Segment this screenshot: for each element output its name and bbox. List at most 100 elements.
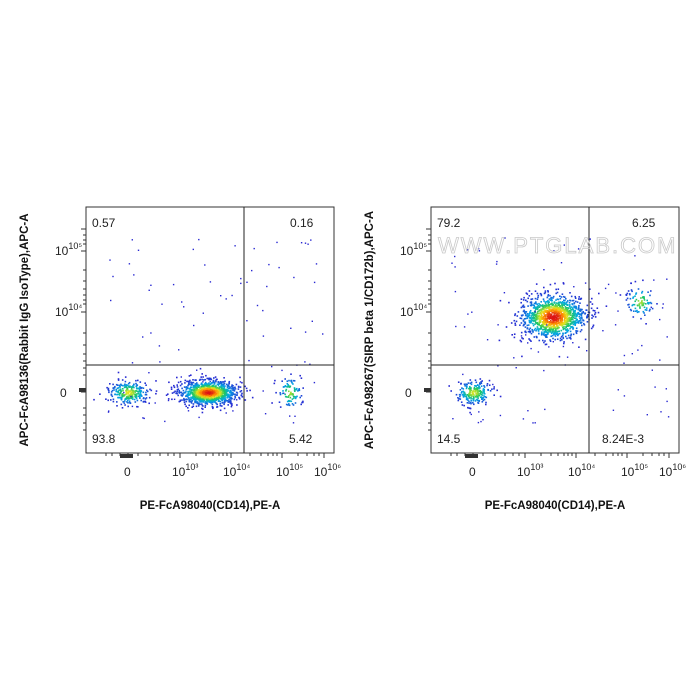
event-dot bbox=[637, 349, 639, 351]
event-dot bbox=[554, 282, 556, 285]
event-dot bbox=[569, 304, 571, 306]
event-dot bbox=[285, 396, 288, 398]
event-dot bbox=[271, 402, 273, 404]
event-dot bbox=[638, 304, 641, 306]
event-dot bbox=[223, 390, 225, 392]
event-dot bbox=[581, 308, 583, 311]
event-dot bbox=[545, 320, 548, 322]
event-dot bbox=[529, 339, 531, 341]
event-dot bbox=[215, 386, 218, 389]
event-dot bbox=[549, 308, 552, 311]
event-dot bbox=[572, 323, 575, 326]
event-dot bbox=[138, 388, 141, 391]
event-dot bbox=[586, 350, 588, 352]
event-dot bbox=[573, 302, 576, 304]
event-dot bbox=[213, 388, 215, 390]
event-dot bbox=[200, 385, 202, 388]
event-dot bbox=[144, 393, 147, 396]
event-dot bbox=[568, 316, 571, 319]
event-dot bbox=[198, 394, 201, 397]
event-dot bbox=[534, 422, 536, 424]
event-dot bbox=[627, 304, 629, 306]
event-dot bbox=[643, 296, 645, 298]
event-dot bbox=[623, 362, 625, 364]
event-dot bbox=[560, 262, 563, 264]
event-dot bbox=[543, 322, 546, 325]
event-dot bbox=[630, 282, 632, 284]
event-dot bbox=[467, 406, 469, 409]
event-dot bbox=[544, 334, 546, 337]
event-dot bbox=[191, 400, 193, 402]
event-dot bbox=[648, 302, 650, 304]
event-dot bbox=[557, 304, 559, 306]
event-dot bbox=[662, 303, 664, 305]
event-dot bbox=[565, 312, 568, 315]
event-dot bbox=[574, 297, 577, 299]
event-dot bbox=[559, 295, 561, 297]
event-dot bbox=[198, 384, 201, 387]
event-dot bbox=[213, 391, 216, 394]
event-dot bbox=[240, 394, 243, 396]
event-dot bbox=[538, 306, 541, 308]
event-dot bbox=[201, 389, 203, 391]
event-dot bbox=[142, 391, 145, 394]
event-dot bbox=[550, 330, 552, 333]
event-dot bbox=[134, 391, 136, 394]
event-dot bbox=[559, 305, 561, 307]
event-dot bbox=[572, 299, 575, 302]
event-dot bbox=[178, 392, 181, 394]
event-dot bbox=[541, 307, 544, 310]
event-dot bbox=[645, 323, 647, 325]
event-dot bbox=[541, 304, 544, 306]
event-dot bbox=[462, 388, 465, 390]
event-dot bbox=[479, 378, 482, 380]
event-dot bbox=[220, 388, 223, 391]
event-dot bbox=[554, 332, 556, 334]
event-dot bbox=[477, 391, 479, 393]
event-dot bbox=[107, 399, 109, 402]
event-dot bbox=[138, 391, 140, 393]
event-dot bbox=[577, 308, 579, 311]
event-dot bbox=[283, 392, 285, 394]
event-dot bbox=[198, 402, 200, 405]
event-dot bbox=[212, 393, 215, 395]
event-dot bbox=[571, 326, 574, 329]
event-dot bbox=[540, 334, 543, 336]
event-dot bbox=[539, 316, 541, 318]
event-dot bbox=[523, 323, 525, 326]
event-dot bbox=[565, 314, 568, 316]
event-dot bbox=[548, 317, 550, 320]
event-dot bbox=[239, 376, 241, 379]
event-dot bbox=[643, 312, 645, 314]
event-dot bbox=[614, 324, 617, 326]
event-dot bbox=[125, 391, 128, 393]
event-dot bbox=[475, 381, 478, 384]
event-dot bbox=[212, 385, 214, 387]
event-dot bbox=[126, 401, 128, 403]
event-dot bbox=[474, 391, 477, 393]
event-dot bbox=[523, 306, 526, 308]
event-dot bbox=[545, 331, 547, 333]
event-dot bbox=[220, 393, 223, 395]
event-dot bbox=[207, 377, 210, 380]
event-dot bbox=[204, 381, 207, 384]
event-dot bbox=[635, 292, 638, 294]
event-dot bbox=[214, 376, 217, 378]
event-dot bbox=[565, 321, 568, 324]
event-dot bbox=[206, 382, 208, 385]
event-dot bbox=[300, 395, 303, 397]
scatter-points-1 bbox=[93, 238, 324, 424]
event-dot bbox=[142, 387, 145, 389]
event-dot bbox=[656, 303, 658, 305]
event-dot bbox=[634, 280, 637, 283]
event-dot bbox=[659, 318, 661, 321]
event-dot bbox=[530, 315, 533, 317]
event-dot bbox=[230, 390, 232, 393]
event-dot bbox=[548, 312, 550, 315]
event-dot bbox=[266, 285, 268, 288]
event-dot bbox=[195, 398, 197, 400]
event-dot bbox=[574, 322, 577, 325]
event-dot bbox=[183, 306, 185, 308]
event-dot bbox=[553, 301, 555, 304]
event-dot bbox=[567, 334, 570, 337]
